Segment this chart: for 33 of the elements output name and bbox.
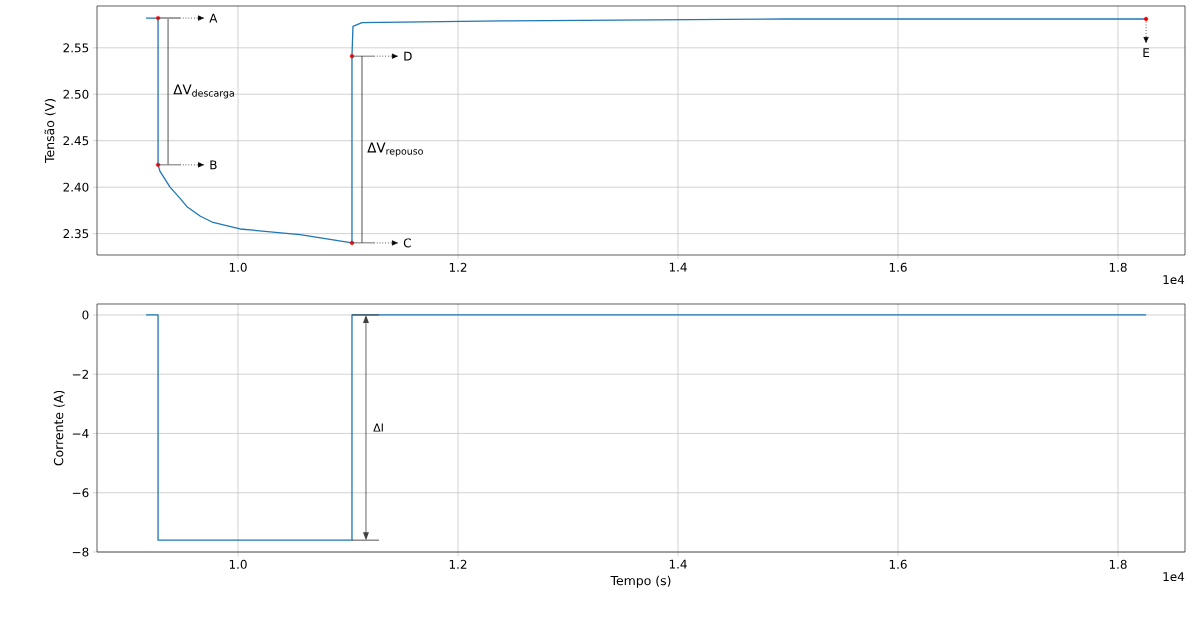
annotation: E [1143, 48, 1150, 57]
y-tick-label: 2.55 [63, 43, 89, 53]
y-tick-label: −6 [72, 488, 89, 498]
annotation: B [210, 160, 217, 170]
y-axis-title: Tensão (V) [44, 99, 56, 164]
annotation: ΔV$_{repouso}$ [367, 142, 423, 157]
y-axis-title: Corrente (A) [53, 390, 65, 466]
x-tick-label: 1.2 [449, 559, 467, 569]
x-tick-label: 1.4 [669, 559, 687, 569]
y-tick-label: −4 [72, 429, 89, 438]
y-tick-label: 2.35 [63, 229, 89, 239]
x-tick-label: 1.4 [669, 262, 687, 272]
annotation: C [403, 238, 411, 248]
annotation: A [209, 13, 218, 23]
x-tick-label: 1.6 [889, 262, 907, 272]
text: 1e4 [1163, 572, 1185, 582]
x-tick-label: 1.0 [229, 559, 247, 569]
y-tick-label: 2.45 [63, 136, 89, 146]
x-tick-label: 1.2 [449, 262, 467, 272]
annotation: ΔV$_{descarga}$ [173, 84, 234, 99]
y-tick-label: 2.40 [63, 182, 89, 192]
y-tick-label: 2.50 [63, 89, 89, 99]
y-tick-label: −2 [72, 369, 89, 379]
x-axis-title: Tempo (s) [610, 575, 671, 588]
annotation: D [404, 51, 412, 61]
text: 1e4 [1163, 275, 1185, 285]
y-tick-label: −8 [72, 547, 89, 557]
y-tick-label: 0 [82, 310, 89, 320]
x-tick-label: 1.6 [889, 559, 907, 569]
x-tick-label: 1.8 [1109, 559, 1127, 569]
annotation: ΔI [373, 423, 383, 432]
x-tick-label: 1.0 [229, 262, 247, 272]
x-tick-label: 1.8 [1109, 262, 1127, 272]
